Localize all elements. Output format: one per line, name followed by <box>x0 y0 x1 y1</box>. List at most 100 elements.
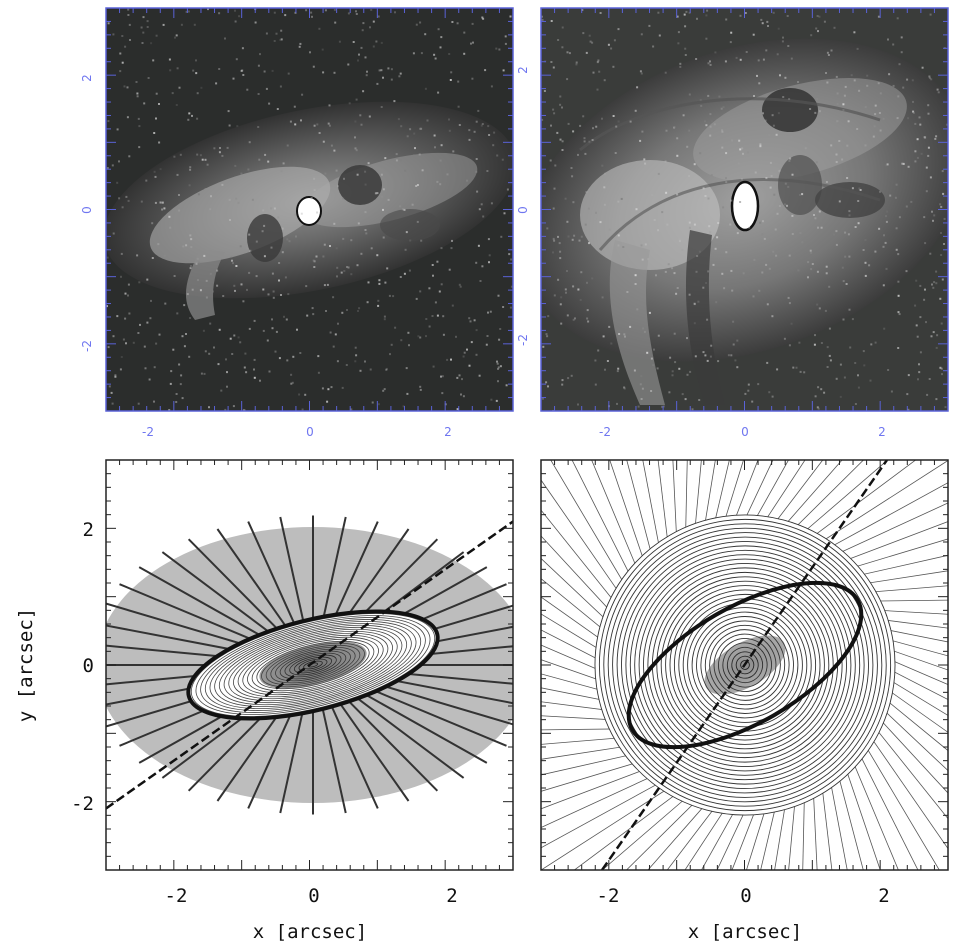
speckle <box>239 245 242 248</box>
spoke-line <box>811 502 948 566</box>
tick-label-y: 0 <box>80 206 94 214</box>
speckle <box>820 342 823 344</box>
speckle <box>567 235 570 238</box>
speckle <box>394 11 396 14</box>
speckle <box>833 26 836 29</box>
spoke-line <box>187 538 282 633</box>
speckle <box>853 79 856 82</box>
speckle <box>257 93 260 95</box>
speckle <box>310 11 313 14</box>
speckle <box>858 89 861 92</box>
speckle <box>240 172 243 175</box>
speckle <box>333 149 336 152</box>
speckle <box>439 183 442 186</box>
speckle <box>272 296 275 299</box>
speckle <box>390 343 393 346</box>
speckle <box>931 283 933 286</box>
speckle <box>253 376 256 379</box>
speckle <box>191 288 194 291</box>
tick-label-x: 2 <box>878 885 889 907</box>
contour-ring <box>647 567 843 763</box>
speckle <box>228 124 231 127</box>
speckle <box>594 359 597 362</box>
speckle <box>887 369 890 371</box>
speckle <box>604 368 606 371</box>
speckle <box>219 147 221 149</box>
speckle <box>120 252 123 255</box>
speckle <box>547 315 550 318</box>
speckle <box>204 158 207 161</box>
speckle <box>588 34 591 37</box>
speckle <box>655 274 657 277</box>
speckle <box>798 341 801 344</box>
speckle <box>504 35 507 38</box>
speckle <box>461 378 463 381</box>
speckle <box>829 359 832 362</box>
speckle <box>761 271 764 274</box>
speckle <box>546 227 549 230</box>
speckle <box>921 66 924 69</box>
speckle <box>559 95 562 98</box>
speckle <box>501 158 504 161</box>
speckle <box>696 17 698 20</box>
speckle <box>771 315 774 318</box>
speckle <box>608 325 611 328</box>
speckle <box>665 191 668 194</box>
speckle <box>393 100 396 103</box>
speckle <box>695 58 698 60</box>
speckle <box>864 239 867 241</box>
contour-ring <box>209 620 417 710</box>
speckle <box>696 255 699 257</box>
speckle <box>626 291 629 293</box>
contour-ring <box>616 536 874 794</box>
speckle <box>693 302 696 305</box>
speckle <box>650 390 653 392</box>
speckle <box>788 302 791 305</box>
speckle <box>466 179 469 182</box>
speckle <box>560 296 563 299</box>
speckle <box>179 383 182 386</box>
speckle <box>190 246 193 249</box>
speckle <box>790 135 793 138</box>
speckle <box>772 124 775 127</box>
speckle <box>636 86 639 89</box>
speckle <box>737 162 740 165</box>
speckle <box>932 286 935 289</box>
speckle <box>266 339 269 342</box>
speckle <box>195 72 198 75</box>
speckle <box>684 54 687 56</box>
speckle <box>335 169 338 172</box>
speckle <box>313 124 316 127</box>
speckle <box>202 329 205 332</box>
speckle <box>358 53 360 56</box>
speckle <box>291 381 294 384</box>
speckle <box>439 46 442 49</box>
speckle <box>912 112 915 114</box>
speckle <box>596 88 599 91</box>
spoke-line <box>541 629 626 674</box>
speckle <box>128 23 131 26</box>
speckle <box>923 216 926 219</box>
speckle <box>924 242 927 245</box>
spoke-line <box>691 460 702 558</box>
spoke-line <box>541 772 693 870</box>
speckle <box>674 361 677 364</box>
speckle <box>479 280 482 282</box>
speckle <box>341 386 344 389</box>
spoke-line <box>789 460 917 555</box>
speckle <box>547 385 549 388</box>
speckle <box>771 114 774 117</box>
spoke-line <box>541 557 628 641</box>
speckle <box>255 275 258 278</box>
speckle <box>935 398 938 401</box>
speckle <box>668 391 671 394</box>
speckle <box>471 22 474 25</box>
speckle <box>210 195 212 198</box>
speckle <box>807 261 810 264</box>
contour-ring <box>603 523 887 807</box>
speckle <box>342 237 345 240</box>
speckle <box>478 208 481 211</box>
speckle <box>901 162 904 165</box>
speckle <box>932 219 934 222</box>
speckle <box>498 48 501 51</box>
